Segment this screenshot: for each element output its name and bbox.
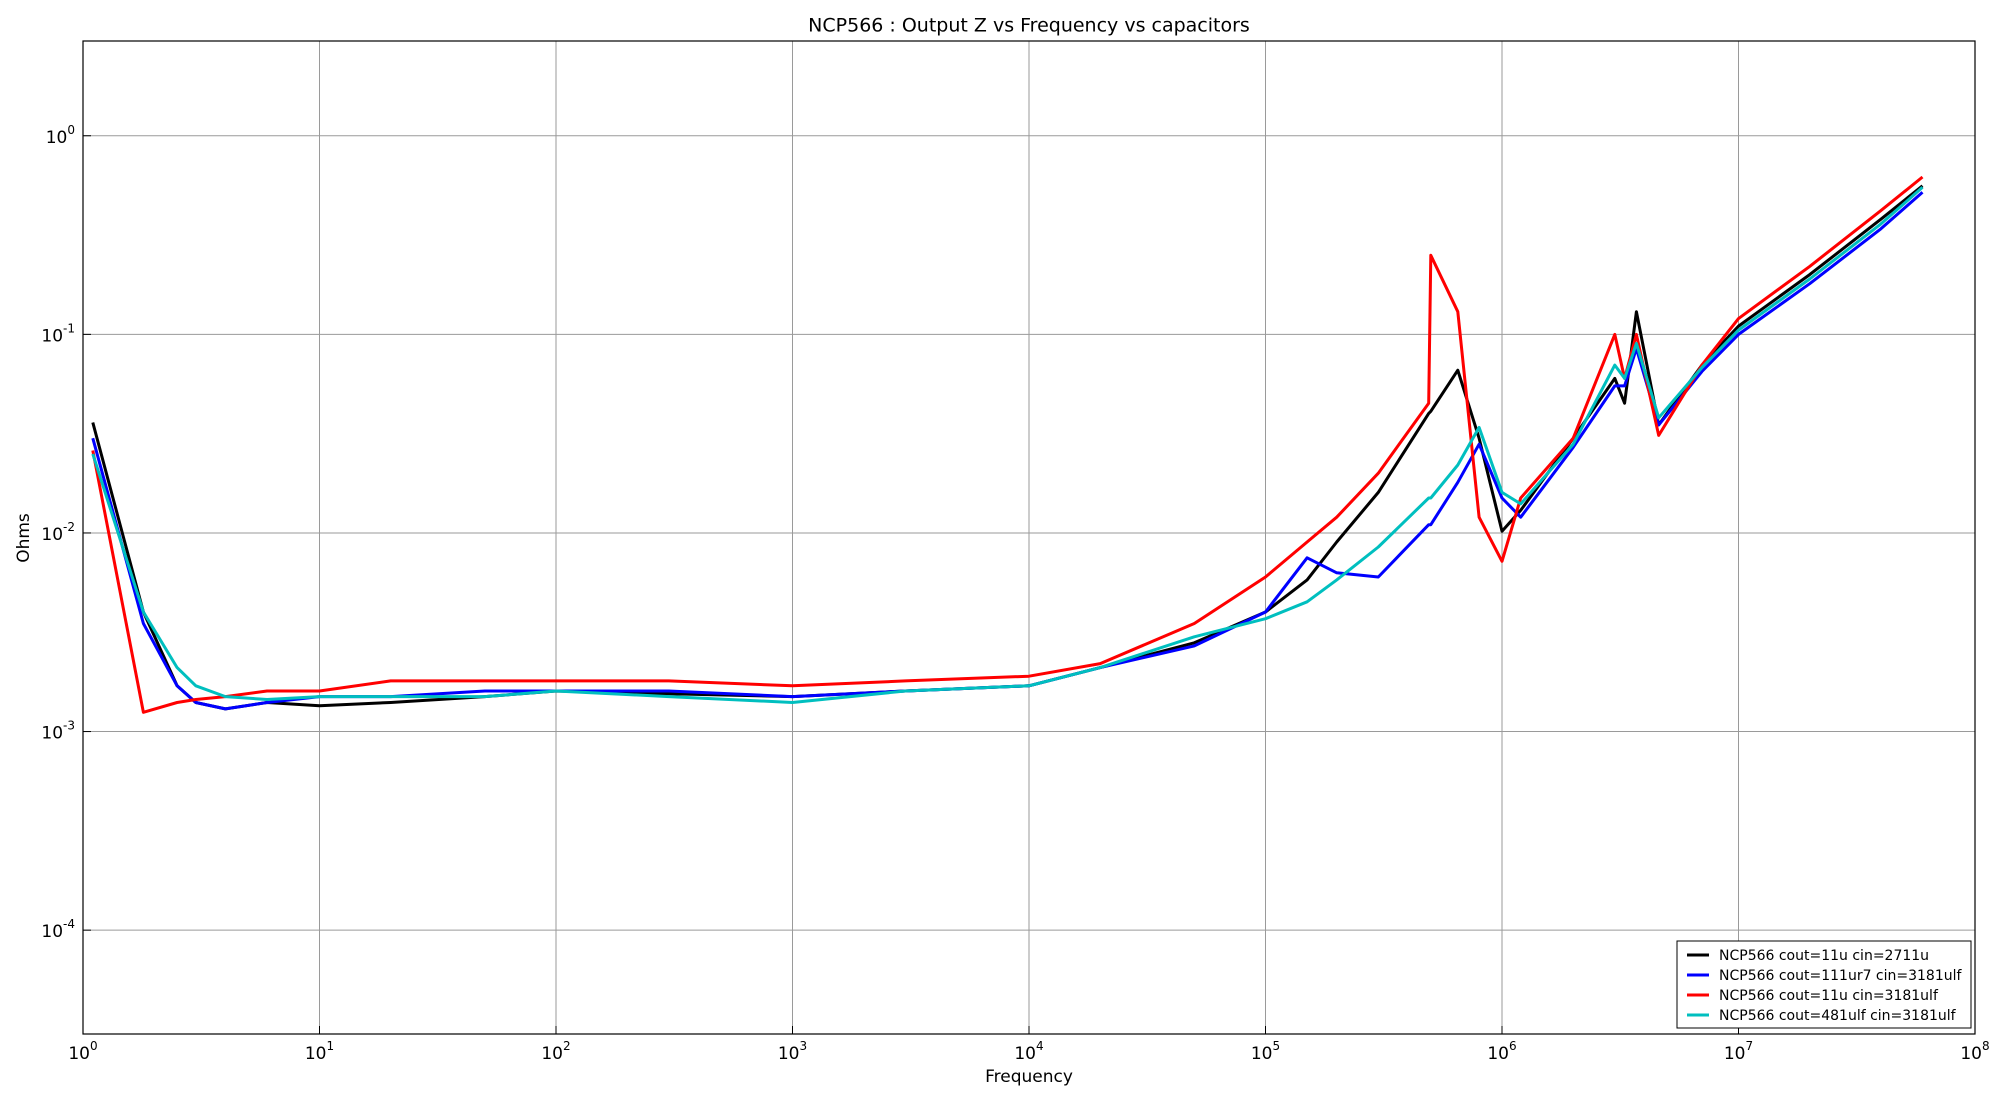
chart-title: NCP566 : Output Z vs Frequency vs capaci… — [808, 15, 1250, 37]
series-line — [91, 184, 1924, 711]
series-line — [91, 186, 1924, 704]
legend-label: NCP566 cout=111ur7 cin=3181ulf — [1719, 968, 1963, 984]
y-axis-label: Ohms — [14, 513, 34, 563]
legend-box — [1676, 940, 1972, 1029]
legend-label: NCP566 cout=481ulf cin=3181ulf — [1719, 1008, 1957, 1024]
plot-frame — [82, 40, 1976, 1035]
legend-label: NCP566 cout=11u cin=2711u — [1719, 948, 1929, 964]
x-axis-label: Frequency — [985, 1067, 1073, 1087]
legend-label: NCP566 cout=11u cin=3181ulf — [1719, 988, 1939, 1004]
